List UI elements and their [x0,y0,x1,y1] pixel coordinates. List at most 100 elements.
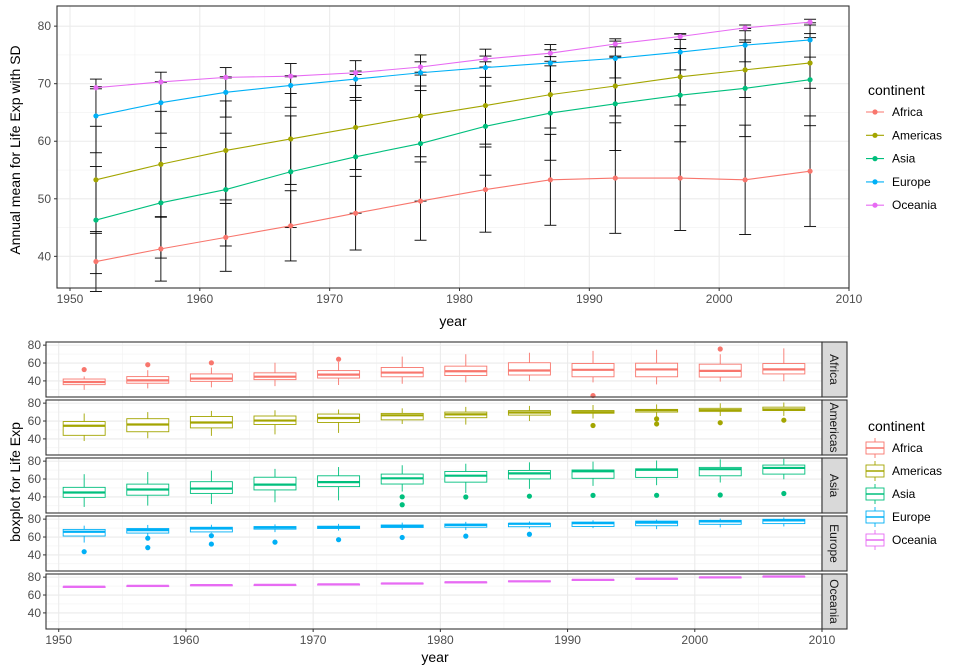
bottom-x-tick-label: 2000 [681,633,708,647]
point-americas [288,136,294,142]
box-outlier-asia [526,493,533,499]
legend-label-europe: Europe [892,175,931,189]
box-americas [62,421,106,436]
facet-y-tick-label: 60 [28,414,42,428]
bottom-x-tick-label: 1970 [300,633,327,647]
point-asia [353,154,359,160]
bottom-y-axis-label: boxplot for Life Exp [7,422,23,542]
box-outlier-europe [526,531,533,537]
facet-y-tick-label: 40 [28,374,42,388]
top-x-tick-label: 1980 [446,292,473,306]
point-oceania [482,56,489,62]
line-africa [95,170,811,263]
boxplot-facets: 40 60 80 Africa 40 60 80 Americas 40 60 80 Asia 40 60… [28,338,848,630]
bottom-legend: continent Africa Americas Asia Europe Oceani… [865,418,942,550]
facet-europe: 40 60 80 Europe [28,512,848,572]
point-americas [742,67,748,73]
legend-label-asia: Asia [892,152,916,166]
point-oceania [288,73,294,79]
box-outlier-americas [590,422,596,429]
point-americas [417,113,424,119]
box-outlier-americas [717,420,723,426]
legend-key-point-europe [872,179,878,185]
facet-y-tick-label: 80 [28,512,42,526]
box-outlier-asia [399,494,405,500]
facet-strip-label-americas: Americas [827,402,841,452]
point-oceania [223,74,229,80]
legend-label-africa: Africa [892,441,923,455]
bottom-legend-title: continent [868,418,925,434]
top-y-axis-label: Annual mean for Life Exp with SD [7,45,23,254]
box-outlier-africa [145,362,151,368]
box-asia [762,464,806,475]
box-outlier-asia [590,492,596,498]
point-americas [677,74,683,80]
point-africa [547,177,553,183]
point-americas [158,161,164,167]
legend-key-point-oceania [872,202,878,208]
point-europe [807,37,813,43]
top-x-tick-label: 1960 [186,292,213,306]
legend-label-asia: Asia [892,487,916,501]
point-asia [547,110,553,116]
top-y-tick-label: 50 [38,192,52,206]
point-asia [93,217,99,223]
facet-y-tick-label: 40 [28,606,42,620]
point-europe [223,89,229,95]
facet-y-tick-label: 60 [28,588,42,602]
box-outlier-asia [781,490,787,497]
top-legend-items: Africa Americas Asia Europe Oceania [866,105,942,212]
point-africa [93,258,99,265]
box-outlier-europe [145,545,151,551]
top-x-axis-label: year [439,313,467,329]
point-oceania [547,50,553,56]
top-x-tick-labels: 1950 1960 1970 1980 1990 2000 2010 [57,288,863,306]
facet-y-tick-label: 80 [28,570,42,584]
box-asia [571,469,615,479]
legend-label-americas: Americas [892,464,942,478]
point-oceania [612,41,618,47]
point-asia [223,186,229,193]
facet-y-tick-label: 40 [28,432,42,446]
facet-strip-label-europe: Europe [827,524,841,563]
facet-y-tick-label: 60 [28,356,42,370]
facet-y-tick-label: 40 [28,548,42,562]
point-asia [742,85,748,91]
top-y-tick-labels: 40 50 60 70 80 [38,19,57,263]
legend-key-point-asia [872,156,878,162]
box-outlier-europe [399,534,405,541]
box-asia [507,469,551,480]
point-americas [612,83,618,89]
bottom-x-tick-label: 2010 [809,633,836,647]
point-africa [288,223,294,229]
point-africa [742,177,748,183]
point-europe [482,64,489,71]
facet-background-asia [46,458,822,513]
point-africa [677,175,683,181]
point-africa [223,234,229,240]
point-oceania [353,70,359,76]
facet-y-tick-label: 60 [28,472,42,486]
bottom-x-tick-labels: 1950 1960 1970 1980 1990 2000 2010 [45,629,836,647]
box-outlier-asia [463,494,469,500]
point-europe [612,55,618,61]
point-americas [93,177,99,183]
point-americas [223,147,229,154]
top-y-tick-label: 60 [38,134,52,148]
point-europe [417,70,424,76]
facet-strip-label-africa: Africa [827,354,841,385]
facet-strip-label-oceania: Oceania [827,579,841,624]
point-africa [612,175,618,181]
point-europe [288,82,294,89]
facet-africa: 40 60 80 Africa [28,338,848,399]
box-outlier-africa [335,356,342,362]
legend-label-oceania: Oceania [892,198,937,212]
box-outlier-africa [81,366,87,373]
facet-y-tick-label: 80 [28,338,42,352]
top-panel-lines [95,21,811,263]
point-asia [677,92,683,98]
box-outlier-asia [654,492,660,498]
facet-oceania: 40 60 80 Oceania [28,570,848,630]
box-outlier-americas [654,421,660,427]
